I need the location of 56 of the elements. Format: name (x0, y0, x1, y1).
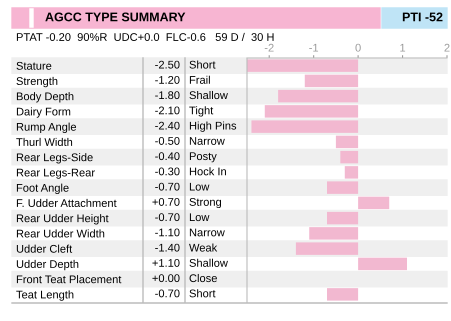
data-label: -2.40 (155, 122, 180, 130)
data-label: -0.70 (155, 182, 180, 191)
text: High Pins (190, 121, 236, 132)
text: AGCC TYPE SUMMARY (45, 12, 186, 22)
data-label: +0.00 (152, 274, 180, 282)
x2-tick-label: 0 (355, 44, 361, 52)
y-tick-label: Foot Angle (16, 184, 69, 194)
text: Short (190, 289, 216, 298)
text: Weak (189, 243, 218, 252)
x2-tick-label: 1 (400, 44, 406, 52)
text: Tight (189, 106, 214, 117)
data-label: -0.50 (155, 136, 180, 145)
data-label: -1.20 (155, 76, 180, 84)
y-tick-label: Stature (16, 62, 52, 70)
text: Hock In (190, 167, 226, 176)
text: Close (190, 274, 217, 282)
data-label: +1.10 (152, 258, 180, 267)
data-label: -0.40 (155, 152, 180, 160)
y-tick-label: Body Depth (16, 92, 74, 102)
text: Strong (190, 198, 222, 208)
text: Narrow (190, 137, 225, 145)
text: Short (190, 60, 216, 69)
text: Frail (190, 76, 210, 84)
data-label: -1.40 (155, 244, 180, 252)
text: Low (190, 182, 210, 191)
y-tick-label: Rear Legs-Side (16, 153, 93, 164)
data-label: -1.10 (155, 228, 180, 236)
y-tick-label: Rear Legs-Rear (16, 168, 95, 179)
text: PTAT -0.20 90%R UDC+0.0 FLC-0.6 59 D / 30 H (16, 32, 274, 41)
y-tick-label: Rump Angle (16, 122, 76, 133)
data-label: -0.70 (155, 213, 180, 222)
y-tick-label: Thurl Width (16, 138, 72, 146)
x2-tick-label: -1 (309, 44, 318, 52)
data-label: -0.70 (155, 289, 180, 298)
y-tick-label: Udder Depth (16, 260, 78, 270)
data-label: +0.70 (152, 198, 180, 206)
x2-tick-label: 2 (444, 44, 450, 52)
y-tick-label: Dairy Form (16, 107, 70, 118)
y-tick-label: Front Teat Placement (16, 275, 122, 284)
y-tick-label: Udder Cleft (16, 244, 72, 253)
text: Narrow (190, 228, 225, 236)
text: PTI -52 (402, 12, 442, 22)
y-tick-label: Strength (16, 76, 58, 88)
data-label: -2.50 (155, 60, 180, 69)
y-tick-label: Teat Length (16, 290, 74, 301)
y-tick-label: Rear Udder Width (16, 229, 104, 238)
y-tick-label: Rear Udder Height (16, 214, 109, 224)
y-tick-label: F. Udder Attachment (16, 198, 117, 208)
x2-tick-label: -2 (264, 44, 274, 52)
text: Low (190, 213, 210, 222)
data-label: -2.10 (155, 106, 180, 114)
text: Shallow (190, 90, 228, 100)
text: Posty (190, 152, 217, 162)
text: Shallow (190, 258, 228, 267)
data-label: -0.30 (155, 167, 180, 176)
data-label: -1.80 (155, 91, 180, 100)
